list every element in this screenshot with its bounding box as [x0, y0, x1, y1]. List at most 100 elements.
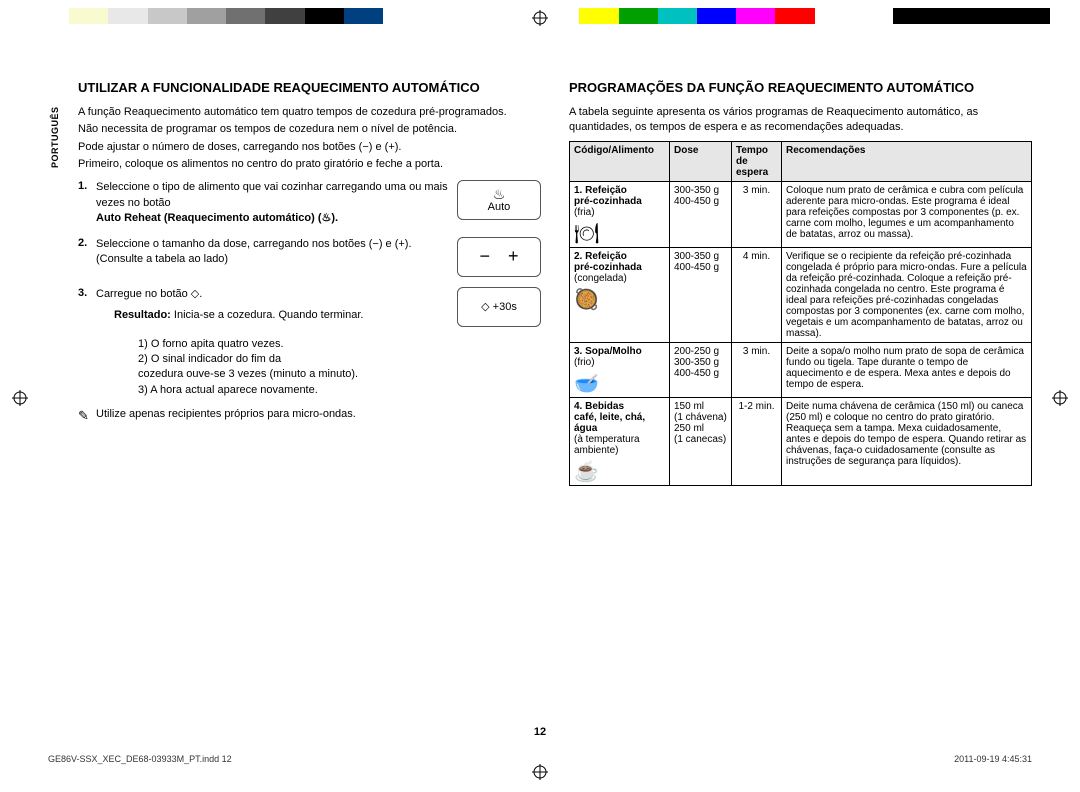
section-title: PROGRAMAÇÕES DA FUNÇÃO REAQUECIMENTO AUT…	[569, 80, 1032, 97]
color-swatch	[30, 8, 69, 24]
table-row: 1. Refeiçãopré-cozinhada(fria)🍽300-350 g…	[570, 181, 1032, 247]
color-swatch	[305, 8, 344, 24]
cell-wait: 4 min.	[732, 247, 782, 342]
result-sublist: 1) O forno apita quatro vezes. 2) O sina…	[138, 337, 541, 399]
color-swatch	[462, 8, 501, 24]
plus-icon: +	[508, 246, 519, 267]
cell-reco: Deite a sopa/o molho num prato de sopa d…	[782, 342, 1032, 397]
step-text: Carregue no botão ◇. Resultado: Inicia-s…	[96, 287, 457, 324]
intro-line: Pode ajustar o número de doses, carregan…	[78, 140, 541, 155]
food-icon: ☕	[574, 462, 665, 482]
auto-button-graphic: ♨ Auto	[457, 180, 541, 220]
food-icon: 🥘	[574, 290, 665, 310]
indd-filename: GE86V-SSX_XEC_DE68-03933M_PT.indd 12	[48, 754, 232, 764]
registration-mark-icon	[532, 10, 548, 26]
color-swatch	[265, 8, 304, 24]
color-swatch	[422, 8, 461, 24]
step-row: 3. Carregue no botão ◇. Resultado: Inici…	[78, 287, 541, 327]
color-swatch	[383, 8, 422, 24]
food-icon: 🥣	[574, 374, 665, 394]
result-item: 2) O sinal indicador do fim da	[138, 352, 541, 367]
cell-dose: 300-350 g400-450 g	[670, 181, 732, 247]
result-item: cozedura ouve-se 3 vezes (minuto a minut…	[138, 367, 541, 382]
color-swatch	[1011, 8, 1050, 24]
color-swatch	[579, 8, 618, 24]
auto-reheat-table: Código/Alimento Dose Tempo de espera Rec…	[569, 141, 1032, 486]
start-icon: ◇ +30s	[481, 300, 517, 313]
auto-label: Auto	[488, 201, 511, 213]
color-swatch	[658, 8, 697, 24]
color-swatch	[226, 8, 265, 24]
color-swatch	[775, 8, 814, 24]
print-timestamp: 2011-09-19 4:45:31	[954, 754, 1032, 764]
left-column: UTILIZAR A FUNCIONALIDADE REAQUECIMENTO …	[78, 80, 541, 724]
result-item: 1) O forno apita quatro vezes.	[138, 337, 541, 352]
result-label: Resultado:	[114, 309, 171, 321]
step-bold: Auto Reheat (Reaquecimento automático) (…	[96, 212, 338, 224]
col-header: Recomendações	[782, 141, 1032, 181]
result-item: 3) A hora actual aparece novamente.	[138, 383, 541, 398]
manual-page: PORTUGUÊS UTILIZAR A FUNCIONALIDADE REAQ…	[0, 0, 1080, 792]
cell-wait: 1-2 min.	[732, 397, 782, 485]
color-swatch	[697, 8, 736, 24]
step-number: 3.	[78, 287, 96, 299]
color-swatch	[108, 8, 147, 24]
table-row: 4. Bebidascafé, leite, chá, água(à tempe…	[570, 397, 1032, 485]
col-header: Dose	[670, 141, 732, 181]
note-icon: ✎	[78, 408, 96, 424]
right-column: PROGRAMAÇÕES DA FUNÇÃO REAQUECIMENTO AUT…	[569, 80, 1032, 724]
step-number: 2.	[78, 237, 96, 249]
step-number: 1.	[78, 180, 96, 192]
table-intro: A tabela seguinte apresenta os vários pr…	[569, 105, 1032, 135]
cell-dose: 200-250 g300-350 g400-450 g	[670, 342, 732, 397]
section-title: UTILIZAR A FUNCIONALIDADE REAQUECIMENTO …	[78, 80, 541, 97]
color-swatch	[69, 8, 108, 24]
table-row: 2. Refeiçãopré-cozinhada(congelada)🥘300-…	[570, 247, 1032, 342]
cell-reco: Deite numa chávena de cerâmica (150 ml) …	[782, 397, 1032, 485]
registration-mark-icon	[12, 390, 28, 406]
color-swatch	[187, 8, 226, 24]
food-icon: 🍽	[574, 224, 665, 244]
step-illustration: ♨ Auto	[457, 180, 541, 220]
cell-reco: Coloque num prato de cerâmica e cubra co…	[782, 181, 1032, 247]
cell-wait: 3 min.	[732, 181, 782, 247]
intro-line: Não necessita de programar os tempos de …	[78, 122, 541, 137]
table-row: 3. Sopa/Molho(frio)🥣200-250 g300-350 g40…	[570, 342, 1032, 397]
page-number: 12	[0, 726, 1080, 738]
cell-reco: Verifique se o recipiente da refeição pr…	[782, 247, 1032, 342]
intro-text: A função Reaquecimento automático tem qu…	[78, 105, 541, 173]
language-tab: PORTUGUÊS	[50, 106, 60, 168]
color-swatch	[344, 8, 383, 24]
color-swatch	[815, 8, 854, 24]
step-illustration: ◇ +30s	[457, 287, 541, 327]
step-illustration: − +	[457, 237, 541, 277]
color-swatch	[854, 8, 893, 24]
cell-dose: 300-350 g400-450 g	[670, 247, 732, 342]
color-swatch	[972, 8, 1011, 24]
intro-line: Primeiro, coloque os alimentos no centro…	[78, 157, 541, 172]
color-swatch	[148, 8, 187, 24]
cell-food: 1. Refeiçãopré-cozinhada(fria)🍽	[570, 181, 670, 247]
cell-wait: 3 min.	[732, 342, 782, 397]
step-body: Seleccione o tipo de alimento que vai co…	[96, 181, 448, 208]
table-header-row: Código/Alimento Dose Tempo de espera Rec…	[570, 141, 1032, 181]
page-content: UTILIZAR A FUNCIONALIDADE REAQUECIMENTO …	[78, 80, 1032, 724]
step-row: 2. Seleccione o tamanho da dose, carrega…	[78, 237, 541, 277]
registration-mark-icon	[1052, 390, 1068, 406]
note-text: Utilize apenas recipientes próprios para…	[96, 408, 356, 420]
start-button-graphic: ◇ +30s	[457, 287, 541, 327]
cell-dose: 150 ml(1 chávena)250 ml(1 canecas)	[670, 397, 732, 485]
registration-mark-icon	[532, 764, 548, 780]
color-swatch	[619, 8, 658, 24]
step-row: 1. Seleccione o tipo de alimento que vai…	[78, 180, 541, 226]
reheat-icon: ♨	[493, 187, 506, 201]
step-text: Seleccione o tamanho da dose, carregando…	[96, 237, 457, 268]
col-header: Código/Alimento	[570, 141, 670, 181]
step-body: Carregue no botão ◇.	[96, 288, 202, 300]
print-footer: GE86V-SSX_XEC_DE68-03933M_PT.indd 12 201…	[48, 754, 1032, 764]
intro-line: A função Reaquecimento automático tem qu…	[78, 105, 541, 120]
color-swatch	[932, 8, 971, 24]
cell-food: 4. Bebidascafé, leite, chá, água(à tempe…	[570, 397, 670, 485]
color-swatch	[736, 8, 775, 24]
cell-food: 3. Sopa/Molho(frio)🥣	[570, 342, 670, 397]
